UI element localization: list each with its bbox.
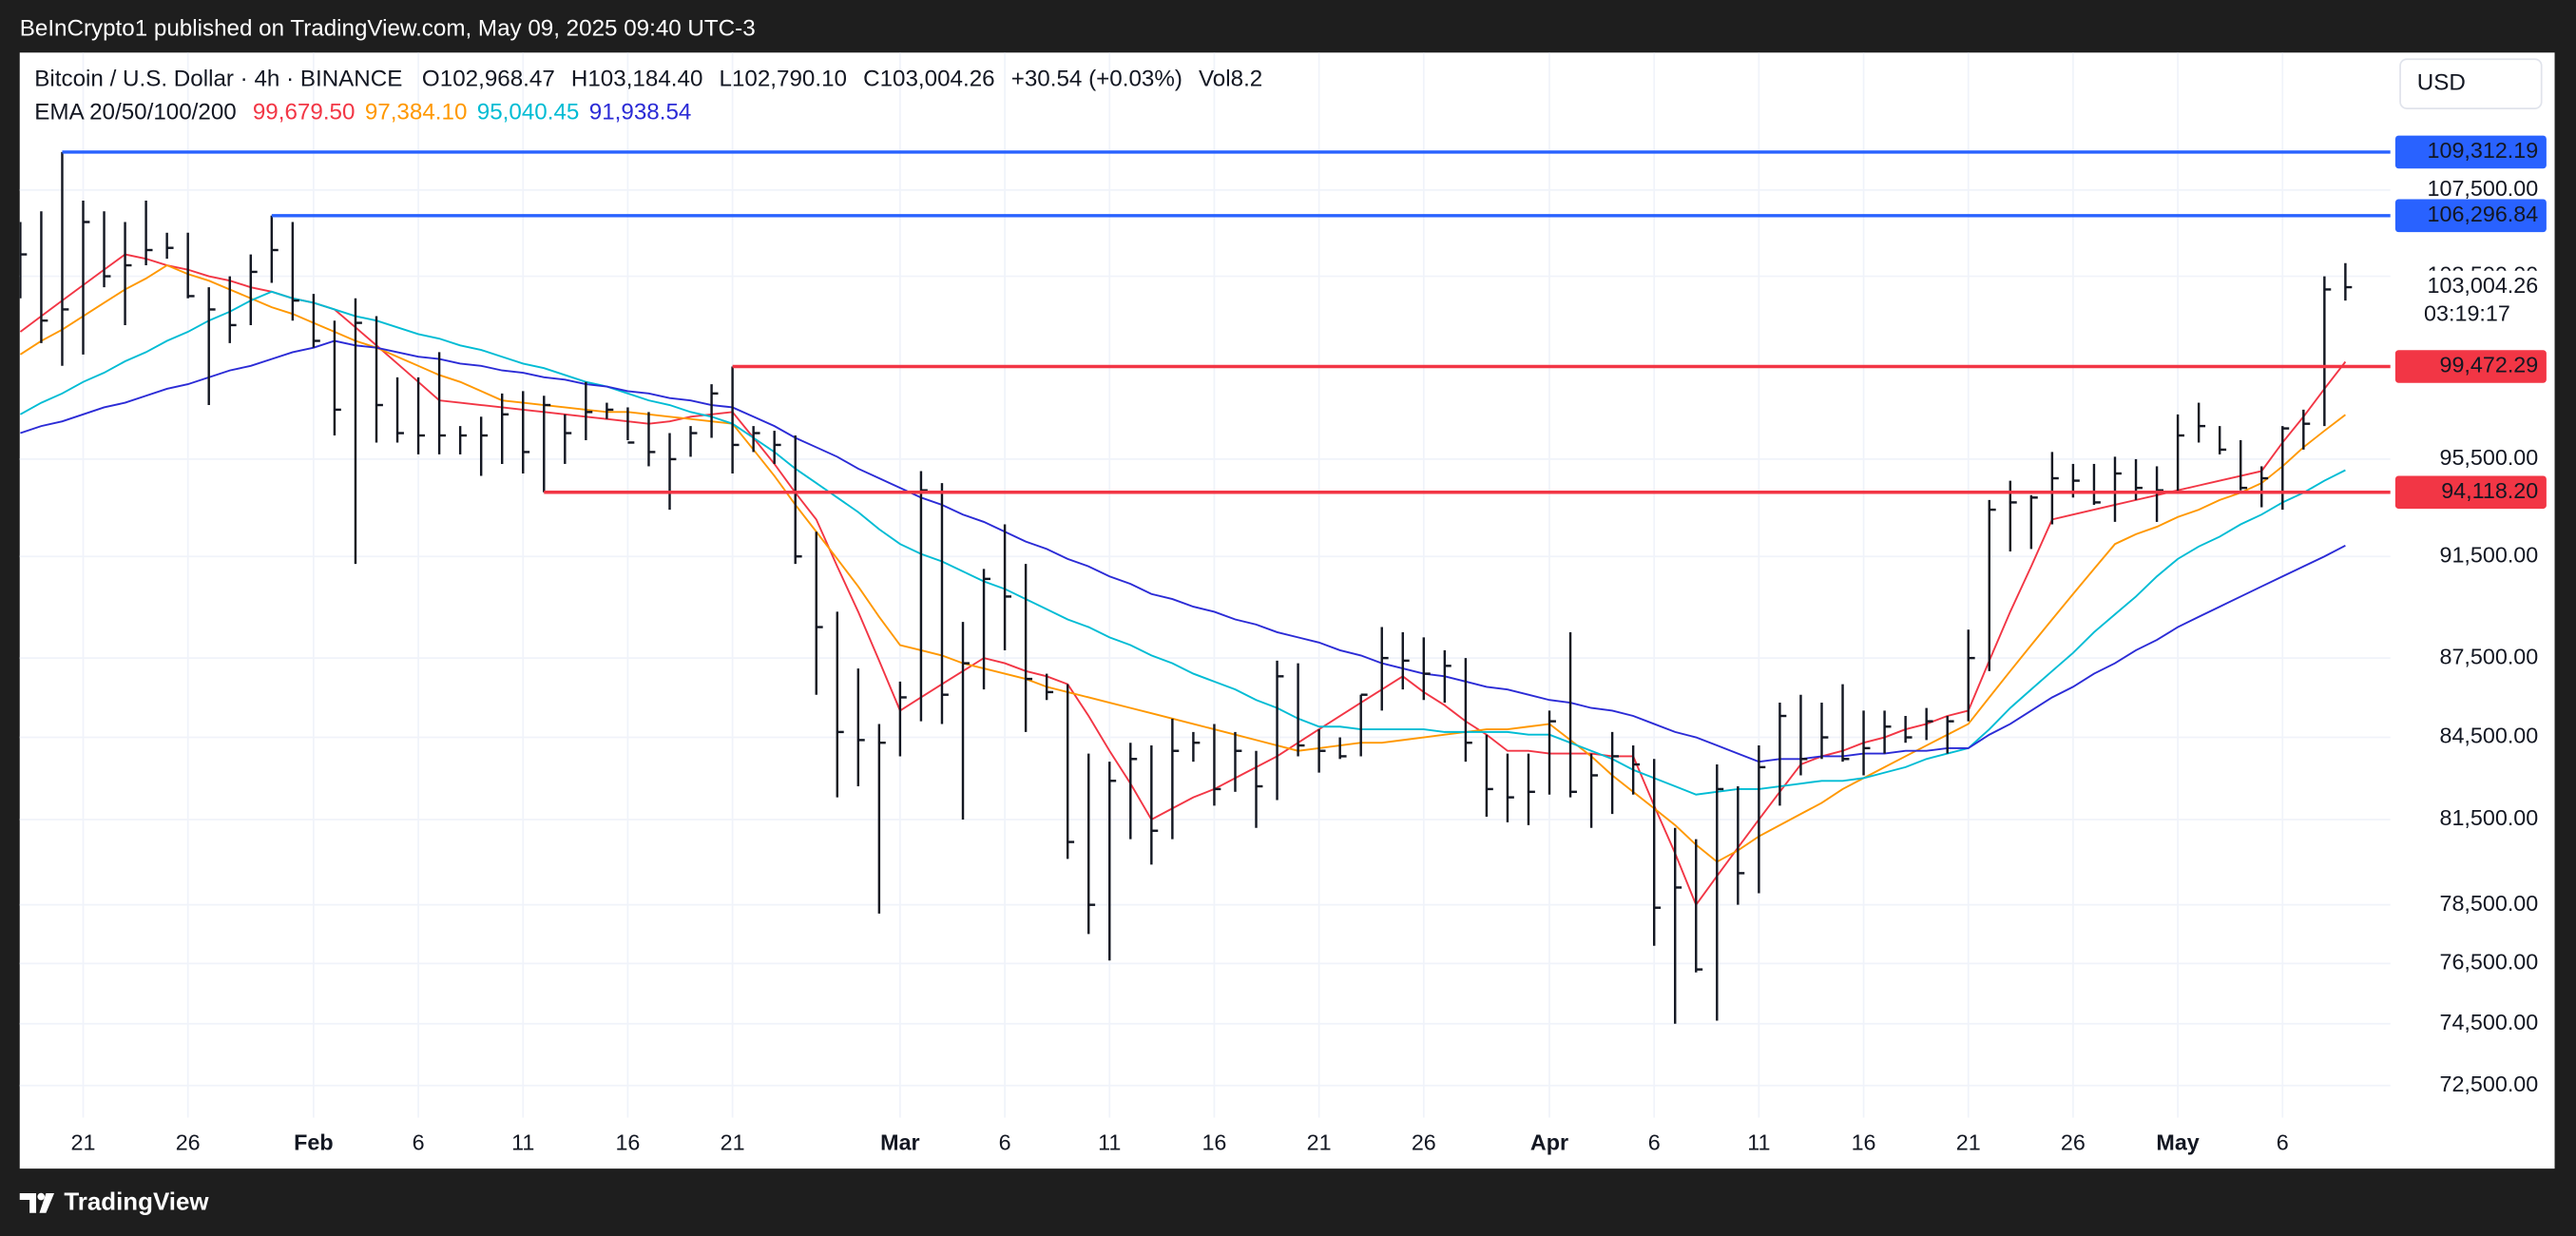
x-tick-label: 16 <box>1852 1130 1876 1154</box>
grid <box>19 52 2391 1118</box>
level-tag <box>2394 475 2547 510</box>
countdown-label: 03:19:17 <box>2424 301 2510 326</box>
x-tick-label: 26 <box>1412 1130 1436 1154</box>
ema-legend: EMA 20/50/100/200 99,679.50 97,384.10 95,0… <box>34 100 691 126</box>
ohlc-key: O <box>422 67 440 92</box>
level-label: 99,472.29 <box>2439 353 2538 377</box>
tradingview-logo <box>19 1192 55 1213</box>
ema-line <box>19 290 2346 796</box>
currency-button[interactable] <box>2399 58 2543 109</box>
logo-mark <box>39 1193 55 1213</box>
x-tick-label: 6 <box>999 1130 1011 1154</box>
y-tick-label: 107,500.00 <box>2427 176 2538 201</box>
x-tick-label: 11 <box>1747 1130 1770 1154</box>
symbol-legend: Bitcoin / U.S. Dollar · 4h · BINANCE O10… <box>34 67 1262 92</box>
x-tick-label: Mar <box>880 1130 919 1154</box>
plot-area <box>19 151 2353 1024</box>
x-tick-label: 26 <box>176 1130 201 1154</box>
x-tick-label: 11 <box>1098 1130 1121 1154</box>
price-axis: 21 26 Feb 6 11 16 21 Mar 6 11 16 21 26 Apr 6 11 16 21 26 Ma… <box>71 176 2539 1154</box>
ema-label: EMA 20/50/100/200 <box>34 100 236 126</box>
symbol-title: Bitcoin / U.S. Dollar · 4h · BINANCE <box>34 67 402 92</box>
x-tick-label: 21 <box>71 1130 96 1154</box>
logo-mark <box>19 1193 37 1213</box>
x-tick-label: 21 <box>721 1130 745 1154</box>
y-tick-label: 78,500.00 <box>2439 891 2538 916</box>
ohlc-key: L <box>720 67 732 92</box>
last-price-label: 103,004.26 <box>2427 273 2538 298</box>
ema-value: 91,938.54 <box>589 100 692 126</box>
chart-panel <box>19 52 2555 1169</box>
ohlc-key: C <box>863 67 879 92</box>
ema-value: 97,384.10 <box>365 100 468 126</box>
y-tick-label: 81,500.00 <box>2439 805 2538 830</box>
level-tag <box>2394 199 2547 233</box>
last-price-bg <box>2394 270 2547 330</box>
x-tick-label: 21 <box>1307 1130 1332 1154</box>
volume: Vol8.2 <box>1199 67 1262 92</box>
change: +30.54 (+0.03%) <box>1011 67 1182 92</box>
x-tick-label: 11 <box>511 1130 534 1154</box>
level-tag <box>2394 350 2547 383</box>
ema-value: 99,679.50 <box>253 100 356 126</box>
level-tag <box>2394 135 2547 169</box>
x-tick-label: 16 <box>615 1130 640 1154</box>
x-tick-label: 21 <box>1956 1130 1981 1154</box>
y-tick-label: 74,500.00 <box>2439 1010 2538 1034</box>
ohlc-value: 102,790.10 <box>732 67 847 92</box>
ema-line <box>20 339 2346 763</box>
logo-mark <box>37 1192 46 1201</box>
x-tick-label: 6 <box>1648 1130 1661 1154</box>
y-tick-label: 87,500.00 <box>2439 644 2538 668</box>
x-tick-label: Feb <box>294 1130 333 1154</box>
x-tick-label: May <box>2156 1130 2199 1154</box>
x-tick-label: 16 <box>1201 1130 1226 1154</box>
ohlc-value: 102,968.47 <box>440 67 555 92</box>
ema-line <box>19 263 2346 863</box>
y-tick-label: 76,500.00 <box>2439 950 2538 975</box>
level-label: 106,296.84 <box>2427 202 2538 226</box>
currency-label[interactable]: USD <box>2417 70 2466 96</box>
x-tick-label: Apr <box>1530 1130 1568 1154</box>
y-tick-label: 72,500.00 <box>2439 1072 2538 1096</box>
footer-brand: TradingView <box>64 1188 209 1215</box>
publisher-line: BeInCrypto1 published on TradingView.com… <box>20 16 756 42</box>
level-label: 94,118.20 <box>2441 478 2538 503</box>
y-tick-label: 84,500.00 <box>2439 724 2538 748</box>
ema-line <box>19 253 2347 907</box>
level-label: 109,312.19 <box>2427 138 2538 163</box>
ohlc-value: 103,184.40 <box>587 67 702 92</box>
ohlc-value: 103,004.26 <box>880 67 995 92</box>
x-tick-label: 26 <box>2061 1130 2086 1154</box>
y-tick-label: 95,500.00 <box>2439 445 2538 470</box>
x-tick-label: 6 <box>2277 1130 2289 1154</box>
x-tick-label: 6 <box>413 1130 425 1154</box>
ema-value: 95,040.45 <box>477 100 580 126</box>
ohlc-key: H <box>571 67 587 92</box>
y-tick-label: 91,500.00 <box>2439 542 2538 567</box>
